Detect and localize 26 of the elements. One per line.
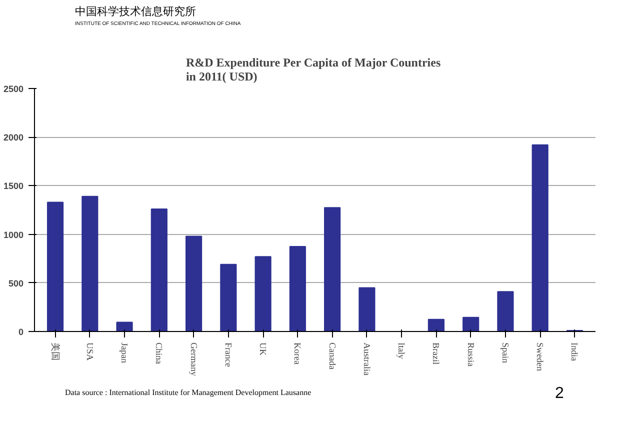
x-tick-label: USA [84,342,95,362]
y-tick-label: 1000 [3,230,24,240]
x-tick-label: China [154,342,164,364]
x-tick-label: Sweden [535,342,546,372]
x-tick-label: Australia [362,342,372,376]
x-tick-label: 美国 [50,342,60,360]
y-tick-label: 0 [18,327,24,337]
x-tick-label: Brazil [431,342,442,365]
y-tick-label: 1500 [3,181,24,192]
x-tick-label: Japan [120,342,130,364]
y-tick-label: 2000 [3,132,24,143]
y-tick-label: 2500 [3,84,24,94]
y-tick-label: 500 [8,278,24,288]
x-tick-label: Korea [292,342,303,364]
x-tick-label: UK [258,342,268,356]
text: 2 [555,385,564,402]
x-tick-label: France [223,342,234,367]
chart-title: R&D Expenditure Per Capita of Major Countries in 2011( USD) [186,56,441,84]
x-tick-label: Italy [396,342,407,360]
source-note: Data source : International Institute for Management Development Lausanne [65,388,312,397]
x-tick-label: Spain [500,342,510,364]
text: 中国科学技术信息研究所 [75,5,197,20]
x-tick-label: Russia [466,342,476,367]
x-tick-label: Canada [327,342,338,370]
x-tick-label: Germany [188,342,199,376]
x-tick-label: India [570,342,580,361]
